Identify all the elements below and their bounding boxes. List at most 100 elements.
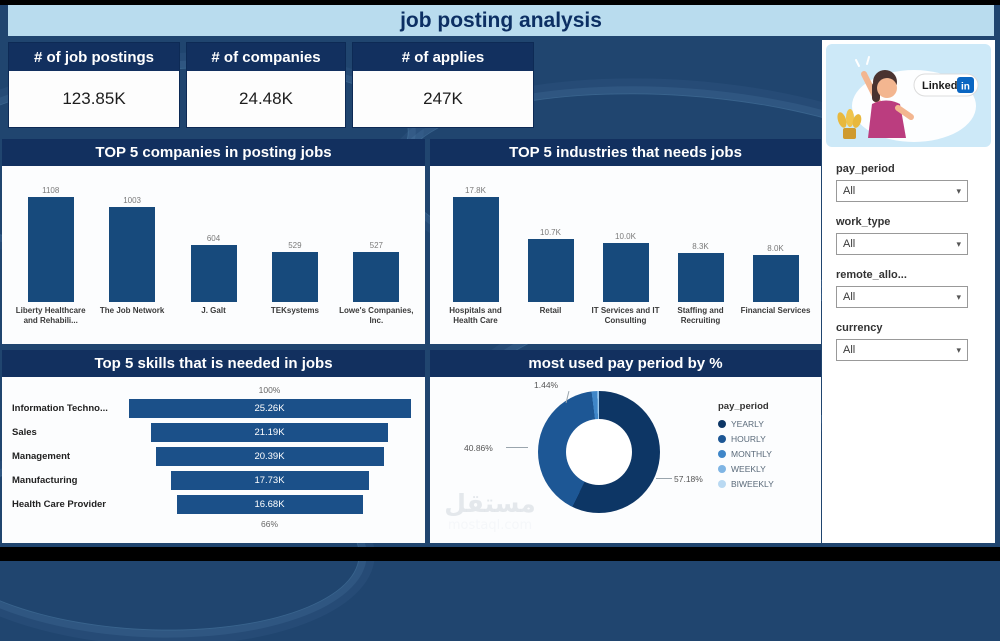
funnel-rows: Information Techno... 25.26K Sales 21.19K Ma… [12, 399, 415, 514]
bar[interactable] [271, 252, 318, 302]
chart-title: Top 5 skills that is needed in jobs [2, 350, 425, 377]
industries-bar-chart: 17.8K Hospitals and Health Care 10.7K Retai… [430, 166, 821, 344]
funnel-bar-area: 16.68K [124, 495, 415, 514]
bar-slot: 8.3K Staffing and Recruiting [663, 172, 738, 340]
svg-text:in: in [961, 82, 970, 93]
funnel-category-label: Health Care Provider [12, 499, 106, 510]
kpi-label: # of applies [353, 43, 533, 71]
top-letterbox-bar [0, 0, 1000, 5]
legend-items: YEARLY HOURLY MONTHLY WEEKLY BIWEEKLY [718, 419, 774, 489]
kpi-job-postings: # of job postings 123.85K [8, 42, 180, 128]
legend-dot [718, 420, 726, 428]
top5-skills-panel: Top 5 skills that is needed in jobs 100%… [2, 350, 425, 543]
bar[interactable] [27, 197, 74, 302]
legend-label: WEEKLY [731, 464, 766, 474]
legend-item[interactable]: MONTHLY [718, 449, 774, 459]
funnel-bottom-percent: 66% [260, 519, 278, 529]
svg-text:Linked: Linked [922, 80, 957, 92]
filter-value: All [843, 291, 856, 303]
filter-dropdown[interactable]: All ▾ [836, 180, 968, 202]
companies-bar-chart: 1108 Liberty Healthcare and Rehabili... 10… [2, 166, 425, 344]
funnel-row: Health Care Provider 16.68K [12, 495, 415, 514]
bar[interactable] [190, 245, 237, 302]
pay-period-panel: most used pay period by % pay_period YEA… [430, 350, 821, 543]
funnel-bar[interactable]: 16.68K [176, 495, 363, 514]
filter-dropdown[interactable]: All ▾ [836, 233, 968, 255]
bar-category-label: Lowe's Companies, Inc. [339, 306, 414, 325]
legend-dot [718, 480, 726, 488]
funnel-row: Manufacturing 17.73K [12, 471, 415, 490]
bar-value-label: 17.8K [465, 186, 486, 195]
legend-item[interactable]: HOURLY [718, 434, 774, 444]
donut-legend: pay_period YEARLY HOURLY MONTHLY WEEKLY BIWE… [718, 401, 774, 494]
donut-percent-label: 40.86% [464, 443, 493, 453]
bar[interactable] [527, 239, 574, 302]
bar-category-label: IT Services and IT Consulting [591, 306, 660, 325]
funnel-top-percent: 100% [258, 385, 281, 395]
funnel-bar[interactable]: 20.39K [155, 447, 384, 466]
bar-value-label: 8.0K [767, 244, 784, 253]
funnel-bar-area: 20.39K [124, 447, 415, 466]
bar-category-label: Financial Services [740, 306, 811, 315]
funnel-bar[interactable]: 21.19K [151, 423, 388, 442]
filter-dropdown[interactable]: All ▾ [836, 339, 968, 361]
chart-title: most used pay period by % [430, 350, 821, 377]
filter-label: pay_period [836, 163, 895, 175]
bar-value-label: 1108 [42, 186, 60, 195]
funnel-bar[interactable]: 25.26K [128, 399, 411, 418]
bar-slot: 10.0K IT Services and IT Consulting [588, 172, 663, 340]
funnel-category-label: Sales [12, 427, 37, 438]
bar[interactable] [677, 253, 724, 302]
bar-category-label: Hospitals and Health Care [449, 306, 502, 325]
skills-funnel-chart: 100% Information Techno... 25.26K Sales 21.… [2, 377, 425, 543]
funnel-category-label: Information Techno... [12, 403, 108, 414]
funnel-category-label: Management [12, 451, 71, 462]
bar-slot: 10.7K Retail [513, 172, 588, 340]
filter-label: work_type [836, 216, 891, 228]
bar[interactable] [752, 255, 799, 302]
funnel-bar-area: 17.73K [124, 471, 415, 490]
legend-item[interactable]: BIWEEKLY [718, 479, 774, 489]
legend-item[interactable]: YEARLY [718, 419, 774, 429]
chart-title: TOP 5 companies in posting jobs [2, 139, 425, 166]
bar-category-label: Retail [539, 306, 562, 315]
funnel-row: Information Techno... 25.26K [12, 399, 415, 418]
bar[interactable] [452, 197, 499, 302]
bar-slot: 8.0K Financial Services [738, 172, 813, 340]
woman-figure [855, 56, 914, 138]
filter-pay-period: pay_period All ▾ [836, 163, 985, 202]
bar-category-label: Staffing and Recruiting [677, 306, 724, 325]
label-connector-line [656, 478, 672, 479]
legend-item[interactable]: WEEKLY [718, 464, 774, 474]
legend-dot [718, 465, 726, 473]
filter-value: All [843, 238, 856, 250]
filter-remote-allowed: remote_allo... All ▾ [836, 269, 985, 308]
bar[interactable] [353, 252, 400, 302]
filter-value: All [843, 344, 856, 356]
kpi-label: # of companies [187, 43, 345, 71]
bar-category-label: The Job Network [99, 306, 165, 315]
bar[interactable] [602, 243, 649, 302]
bar-slot: 529 TEKsystems [254, 172, 335, 340]
chevron-down-icon: ▾ [956, 185, 961, 196]
chevron-down-icon: ▾ [956, 291, 961, 302]
donut-chart[interactable] [538, 391, 660, 513]
bar-slot: 604 J. Galt [173, 172, 254, 340]
kpi-value: 247K [423, 89, 463, 108]
kpi-value: 24.48K [239, 89, 293, 108]
kpi-label: # of job postings [9, 43, 179, 71]
kpi-applies: # of applies 247K [352, 42, 534, 128]
top5-companies-panel: TOP 5 companies in posting jobs 1108 Libe… [2, 139, 425, 344]
linkedin-illustration: Linked in [826, 44, 991, 147]
donut-percent-label: 1.44% [534, 380, 559, 390]
bar-value-label: 8.3K [692, 242, 709, 251]
funnel-row: Sales 21.19K [12, 423, 415, 442]
bar-slot: 527 Lowe's Companies, Inc. [336, 172, 417, 340]
legend-dot [718, 435, 726, 443]
bar[interactable] [109, 207, 156, 302]
page-title: job posting analysis [400, 8, 602, 32]
filter-dropdown[interactable]: All ▾ [836, 286, 968, 308]
bottom-letterbox-bar [0, 547, 1000, 561]
legend-dot [718, 450, 726, 458]
funnel-bar[interactable]: 17.73K [170, 471, 369, 490]
